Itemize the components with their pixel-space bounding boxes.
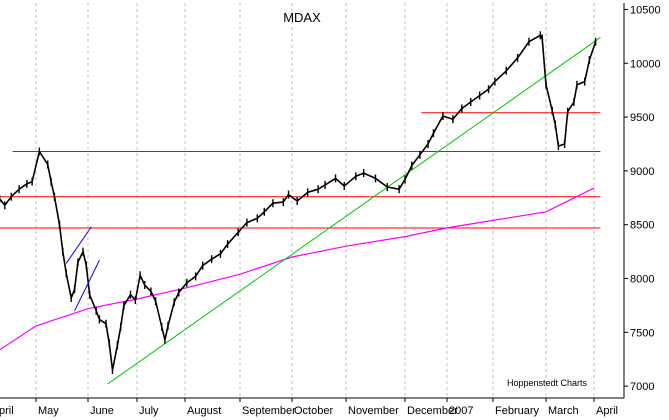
y-tick-label: 8500 xyxy=(630,220,654,232)
channel-line xyxy=(74,260,100,312)
moving-average xyxy=(0,187,595,351)
x-tick-label: June xyxy=(90,405,114,417)
x-tick-label: October xyxy=(294,405,333,417)
moving-average-line xyxy=(0,187,595,351)
y-tick-label: 10500 xyxy=(630,4,661,16)
chart-credit: Hoppenstedt Charts xyxy=(507,378,588,388)
x-tick-label: March xyxy=(548,405,579,417)
x-tick-label: December xyxy=(407,405,458,417)
x-tick-label: pril xyxy=(0,405,14,417)
trendline xyxy=(107,37,601,385)
price-line xyxy=(0,34,597,371)
x-tick-label: May xyxy=(38,405,59,417)
x-tick-label: February xyxy=(495,405,540,417)
y-tick-labels: 7000 7500 8000 8500 9000 9500 10000 10500 xyxy=(624,4,661,393)
channel-line xyxy=(65,226,92,264)
trendlines xyxy=(107,37,601,385)
x-tick-label: April xyxy=(596,405,618,417)
x-tick-label: November xyxy=(348,405,399,417)
y-tick-label: 9000 xyxy=(630,166,654,178)
chart-title: MDAX xyxy=(283,10,321,25)
grid xyxy=(35,3,595,398)
y-tick-label: 8000 xyxy=(630,274,654,286)
x-tick-label: July xyxy=(139,405,159,417)
price-series xyxy=(0,31,597,375)
y-tick-label: 7000 xyxy=(630,381,654,393)
axes xyxy=(0,3,625,399)
x-tick-label: September xyxy=(242,405,296,417)
x-tick-label: August xyxy=(187,405,221,417)
short-channel xyxy=(65,226,100,312)
y-tick-label: 7500 xyxy=(630,327,654,339)
y-tick-label: 9500 xyxy=(630,112,654,124)
x-tick-label: 2007 xyxy=(449,405,473,417)
y-tick-label: 10000 xyxy=(630,58,661,70)
horizontal-levels xyxy=(0,112,601,229)
